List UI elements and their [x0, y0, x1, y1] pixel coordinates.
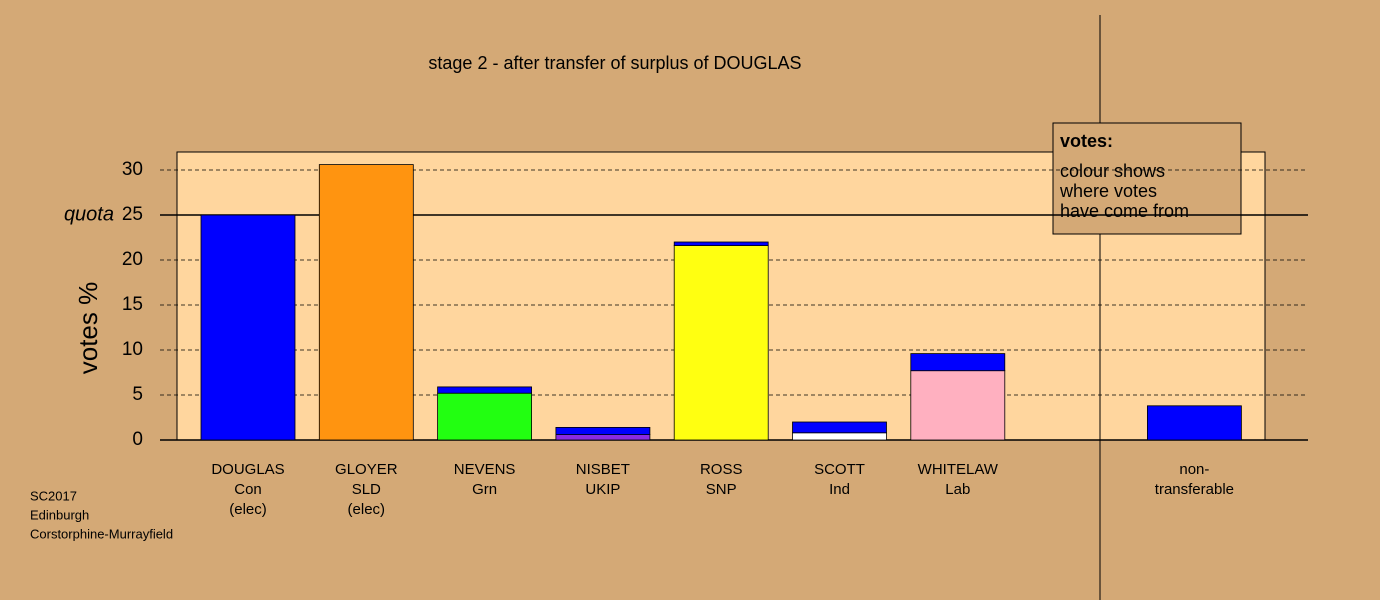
- x-tick-label: SNP: [706, 481, 737, 498]
- y-tick-label: 10: [122, 339, 143, 360]
- bar-segment: [1147, 405, 1242, 441]
- x-tick-label: transferable: [1155, 481, 1234, 498]
- x-tick-label: (elec): [229, 501, 267, 518]
- x-tick-label: (elec): [348, 501, 386, 518]
- footer: Corstorphine-Murrayfield: [30, 526, 173, 541]
- x-tick-label: Ind: [829, 481, 850, 498]
- x-tick-label: non-: [1179, 461, 1209, 478]
- x-tick-label: Grn: [472, 481, 497, 498]
- bar-segment: [910, 353, 1006, 372]
- y-tick-label: 25: [122, 204, 143, 225]
- bar-segment: [200, 214, 296, 441]
- legend-text: colour shows: [1060, 161, 1165, 181]
- y-tick-label: 20: [122, 249, 143, 270]
- bar-segment: [555, 426, 651, 435]
- y-tick-label: 30: [122, 159, 143, 180]
- legend-text: have come from: [1060, 201, 1189, 221]
- x-tick-label: ROSS: [700, 461, 743, 478]
- bar-segment: [437, 392, 533, 441]
- quota-label: quota: [64, 203, 114, 225]
- bar-segment: [673, 245, 769, 441]
- y-tick-label: 15: [122, 294, 143, 315]
- bar-segment: [437, 386, 533, 394]
- bar-segment: [555, 434, 651, 441]
- y-tick-label: 0: [132, 429, 143, 450]
- bar-segment: [792, 421, 887, 434]
- x-tick-label: NEVENS: [454, 461, 516, 478]
- bar-segment: [673, 241, 769, 246]
- x-tick-label: UKIP: [585, 481, 620, 498]
- legend-text: where votes: [1059, 181, 1157, 201]
- x-tick-label: DOUGLAS: [211, 461, 284, 478]
- bar-segment: [318, 164, 414, 441]
- x-tick-label: Con: [234, 481, 262, 498]
- y-axis-label: votes %: [73, 282, 103, 375]
- x-tick-label: GLOYER: [335, 461, 398, 478]
- x-tick-label: NISBET: [576, 461, 630, 478]
- x-tick-label: SLD: [352, 481, 381, 498]
- legend-title: votes:: [1060, 131, 1113, 151]
- bar-segment: [910, 370, 1006, 441]
- chart-title: stage 2 - after transfer of surplus of D…: [428, 53, 801, 73]
- bar-segment: [792, 432, 887, 441]
- footer: Edinburgh: [30, 507, 89, 522]
- x-tick-label: WHITELAW: [918, 461, 999, 478]
- footer: SC2017: [30, 488, 77, 503]
- x-tick-label: Lab: [945, 481, 970, 498]
- x-tick-label: SCOTT: [814, 461, 865, 478]
- y-tick-label: 5: [132, 384, 143, 405]
